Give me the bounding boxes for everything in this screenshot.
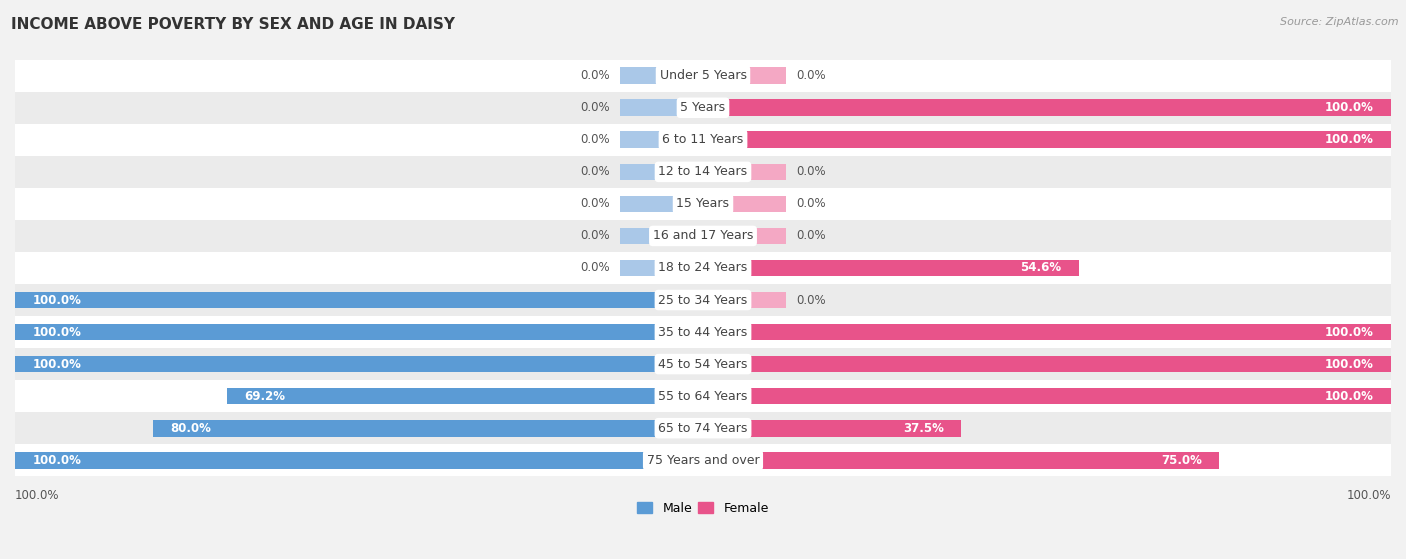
Text: 0.0%: 0.0% [796, 293, 825, 306]
Text: 100.0%: 100.0% [1324, 358, 1374, 371]
Bar [703, 259, 1078, 276]
Bar [226, 388, 703, 405]
Bar [15, 356, 703, 372]
Bar [15, 324, 703, 340]
Text: 0.0%: 0.0% [581, 165, 610, 178]
Text: 16 and 17 Years: 16 and 17 Years [652, 229, 754, 243]
Bar [703, 388, 1391, 405]
Text: 0.0%: 0.0% [581, 197, 610, 210]
Text: 65 to 74 Years: 65 to 74 Years [658, 421, 748, 435]
Bar [703, 196, 786, 212]
Text: 80.0%: 80.0% [170, 421, 211, 435]
Bar [703, 292, 786, 309]
Bar [620, 196, 703, 212]
Bar [15, 412, 1391, 444]
Bar [15, 156, 1391, 188]
Bar [620, 68, 703, 84]
Bar [703, 68, 786, 84]
Text: 0.0%: 0.0% [581, 133, 610, 146]
Text: 100.0%: 100.0% [1324, 133, 1374, 146]
Text: 100.0%: 100.0% [32, 454, 82, 467]
Text: 75.0%: 75.0% [1161, 454, 1202, 467]
Text: 100.0%: 100.0% [1324, 325, 1374, 339]
Text: 12 to 14 Years: 12 to 14 Years [658, 165, 748, 178]
Text: 75 Years and over: 75 Years and over [647, 454, 759, 467]
Text: 5 Years: 5 Years [681, 101, 725, 114]
Text: 0.0%: 0.0% [796, 69, 825, 82]
Bar [703, 228, 786, 244]
Bar [620, 100, 703, 116]
Text: 18 to 24 Years: 18 to 24 Years [658, 262, 748, 274]
Bar [15, 220, 1391, 252]
Bar [15, 252, 1391, 284]
Bar [15, 92, 1391, 124]
Text: Under 5 Years: Under 5 Years [659, 69, 747, 82]
Text: INCOME ABOVE POVERTY BY SEX AND AGE IN DAISY: INCOME ABOVE POVERTY BY SEX AND AGE IN D… [11, 17, 456, 32]
Bar [620, 164, 703, 180]
Text: 37.5%: 37.5% [903, 421, 943, 435]
Bar [15, 284, 1391, 316]
Text: 100.0%: 100.0% [1324, 101, 1374, 114]
Bar [703, 100, 1391, 116]
Bar [703, 452, 1219, 468]
Bar [153, 420, 703, 437]
Bar [15, 292, 703, 309]
Text: 0.0%: 0.0% [796, 165, 825, 178]
Text: Source: ZipAtlas.com: Source: ZipAtlas.com [1281, 17, 1399, 27]
Bar [15, 380, 1391, 412]
Text: 54.6%: 54.6% [1021, 262, 1062, 274]
Text: 69.2%: 69.2% [245, 390, 285, 402]
Text: 0.0%: 0.0% [581, 69, 610, 82]
Text: 100.0%: 100.0% [1347, 489, 1391, 502]
Text: 100.0%: 100.0% [32, 293, 82, 306]
Bar [620, 228, 703, 244]
Bar [15, 452, 703, 468]
Bar [703, 131, 1391, 148]
Text: 0.0%: 0.0% [581, 262, 610, 274]
Text: 100.0%: 100.0% [32, 358, 82, 371]
Text: 25 to 34 Years: 25 to 34 Years [658, 293, 748, 306]
Bar [15, 124, 1391, 156]
Text: 35 to 44 Years: 35 to 44 Years [658, 325, 748, 339]
Text: 55 to 64 Years: 55 to 64 Years [658, 390, 748, 402]
Text: 45 to 54 Years: 45 to 54 Years [658, 358, 748, 371]
Text: 15 Years: 15 Years [676, 197, 730, 210]
Bar [703, 324, 1391, 340]
Text: 6 to 11 Years: 6 to 11 Years [662, 133, 744, 146]
Bar [620, 131, 703, 148]
Bar [15, 316, 1391, 348]
Bar [703, 420, 960, 437]
Text: 0.0%: 0.0% [581, 101, 610, 114]
Text: 0.0%: 0.0% [796, 229, 825, 243]
Bar [703, 356, 1391, 372]
Text: 100.0%: 100.0% [1324, 390, 1374, 402]
Legend: Male, Female: Male, Female [633, 497, 773, 520]
Bar [15, 188, 1391, 220]
Bar [15, 444, 1391, 476]
Bar [703, 164, 786, 180]
Text: 0.0%: 0.0% [581, 229, 610, 243]
Text: 0.0%: 0.0% [796, 197, 825, 210]
Bar [15, 60, 1391, 92]
Text: 100.0%: 100.0% [15, 489, 59, 502]
Text: 100.0%: 100.0% [32, 325, 82, 339]
Bar [15, 348, 1391, 380]
Bar [620, 259, 703, 276]
